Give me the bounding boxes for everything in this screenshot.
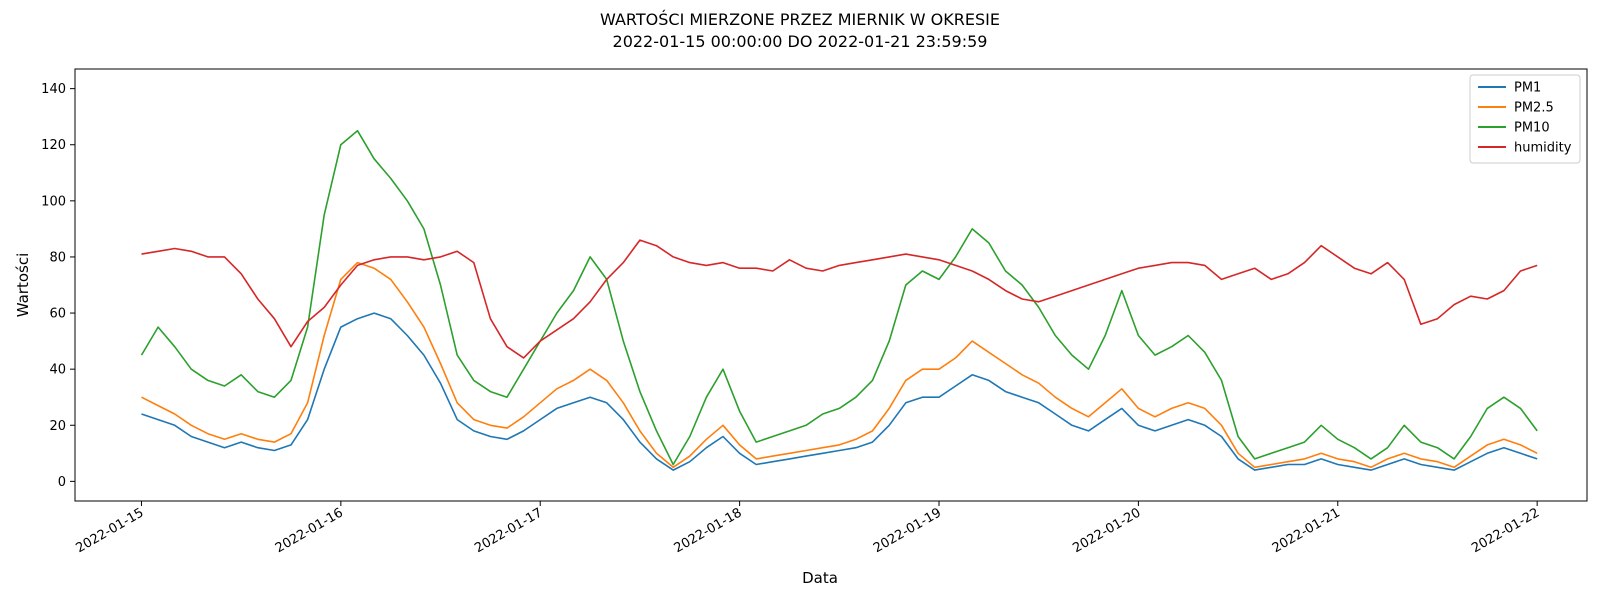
legend-box [1469, 74, 1581, 164]
y-tick-label: 0 [58, 475, 66, 490]
x-tick-label: 2022-01-22 [1469, 505, 1542, 556]
chart-title: WARTOŚCI MIERZONE PRZEZ MIERNIK W OKRESI… [600, 10, 1000, 29]
legend-label: PM1 [1514, 81, 1541, 96]
y-axis-ticks: 0 20 40 60 80 100 120 140 [41, 82, 75, 490]
x-axis-label: Data [802, 569, 838, 587]
series-line-pm10 [140, 129, 1538, 466]
y-tick-label: 40 [49, 363, 66, 378]
series-layer [140, 129, 1538, 471]
chart-subtitle: 2022-01-15 00:00:00 DO 2022-01-21 23:59:… [613, 32, 988, 51]
y-axis-label: Wartości [14, 253, 32, 318]
x-tick-label: 2022-01-16 [273, 505, 346, 556]
plot-frame [74, 68, 1588, 502]
y-tick-label: 60 [49, 307, 66, 322]
legend-label: PM10 [1514, 121, 1550, 136]
x-axis-ticks: 2022-01-15 2022-01-16 2022-01-17 2022-01-18… [74, 501, 1542, 556]
legend-label: PM2.5 [1514, 101, 1554, 116]
x-tick-label: 2022-01-20 [1070, 505, 1143, 556]
x-tick-label: 2022-01-18 [672, 505, 745, 556]
x-tick-label: 2022-01-17 [472, 505, 545, 556]
legend: PM1 PM2.5 PM10 humidity [1469, 74, 1581, 164]
y-tick-label: 80 [49, 250, 66, 265]
x-tick-label: 2022-01-21 [1270, 505, 1343, 556]
y-tick-label: 120 [41, 138, 66, 153]
series-line-pm1 [141, 312, 1538, 471]
series-line-pm2-5 [141, 261, 1538, 469]
y-tick-label: 100 [41, 194, 66, 209]
y-tick-label: 20 [49, 419, 66, 434]
series-line-humidity [141, 239, 1538, 359]
y-tick-label: 140 [41, 82, 66, 97]
legend-label: humidity [1514, 141, 1572, 156]
x-tick-label: 2022-01-15 [74, 505, 147, 556]
x-tick-label: 2022-01-19 [871, 505, 944, 556]
